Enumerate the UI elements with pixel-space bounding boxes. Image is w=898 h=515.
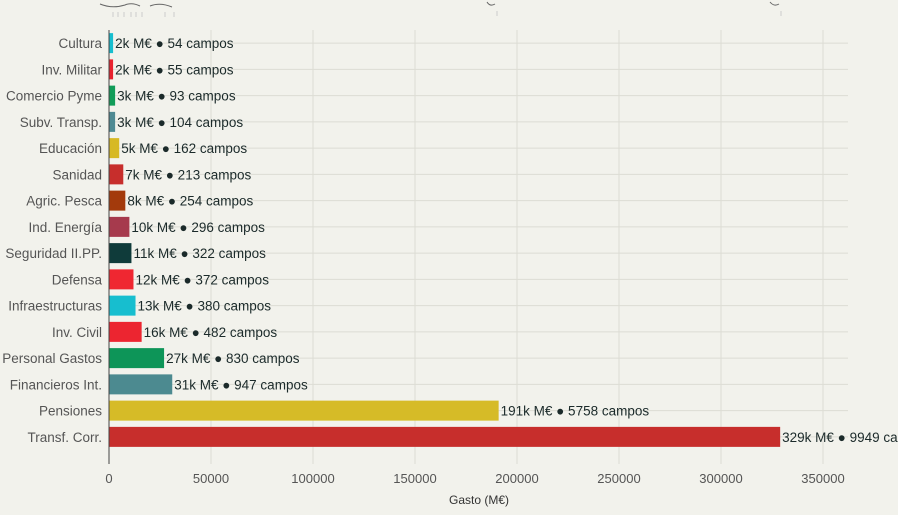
bar [109,111,116,132]
bar [109,400,499,421]
x-tick-label: 250000 [597,471,640,486]
data-label: 31k M€ ● 947 campos [174,377,308,392]
gridlines [109,30,848,464]
data-labels: 2k M€ ● 54 campos 2k M€ ● 55 campos 3k M€ … [115,36,898,445]
category-labels: Cultura Inv. Militar Comercio Pyme Subv. Tr… [2,36,102,445]
data-label: 8k M€ ● 254 campos [127,194,253,209]
bar [109,59,114,80]
bar [109,138,120,159]
x-tick-label: 200000 [495,471,538,486]
category-label: Comercio Pyme [6,89,102,104]
bar [109,85,116,106]
category-label: Infraestructuras [8,299,102,314]
category-label: Ind. Energía [28,220,102,235]
bar [109,269,134,290]
data-label: 3k M€ ● 104 campos [117,115,243,130]
clipped-top-chart-fragment [99,1,782,17]
data-label: 11k M€ ● 322 campos [133,246,266,261]
bar [109,348,165,369]
category-label: Subv. Transp. [20,115,102,130]
category-label: Pensiones [39,404,102,419]
data-label: 10k M€ ● 296 campos [131,220,265,235]
bar [109,190,126,211]
category-label: Inv. Civil [52,325,102,340]
data-label: 7k M€ ● 213 campos [125,167,251,182]
x-tick-label: 150000 [393,471,436,486]
category-label: Financieros Int. [10,377,102,392]
bar [109,295,136,316]
category-label: Inv. Militar [41,62,102,77]
data-label: 329k M€ ● 9949 campos [782,430,898,445]
bar [109,426,781,447]
x-axis-title: Gasto (M€) [449,493,509,507]
data-label: 2k M€ ● 54 campos [115,36,234,51]
x-tick-labels: 0 50000 100000 150000 200000 250000 300000 3500… [105,471,844,486]
category-label: Seguridad II.PP. [5,246,102,261]
bar [109,321,142,342]
data-label: 5k M€ ● 162 campos [121,141,247,156]
bar [109,243,132,264]
category-label: Sanidad [52,167,102,182]
x-tick-label: 300000 [699,471,742,486]
data-label: 191k M€ ● 5758 campos [501,404,650,419]
x-tick-label: 100000 [291,471,334,486]
category-label: Personal Gastos [2,351,102,366]
category-label: Cultura [58,36,102,51]
category-label: Defensa [52,272,103,287]
category-label: Educación [39,141,102,156]
data-label: 2k M€ ● 55 campos [115,62,234,77]
x-tick-label: 50000 [193,471,229,486]
data-label: 13k M€ ● 380 campos [138,299,272,314]
data-label: 3k M€ ● 93 campos [117,89,236,104]
bar [109,164,124,185]
data-label: 12k M€ ● 372 campos [135,272,269,287]
category-label: Agric. Pesca [26,194,102,209]
data-label: 27k M€ ● 830 campos [166,351,300,366]
category-label: Transf. Corr. [27,430,102,445]
bar [109,216,130,237]
bar [109,33,114,54]
x-tick-label: 0 [105,471,112,486]
bars [109,33,781,447]
x-tick-label: 350000 [801,471,844,486]
bar [109,374,173,395]
data-label: 16k M€ ● 482 campos [144,325,278,340]
